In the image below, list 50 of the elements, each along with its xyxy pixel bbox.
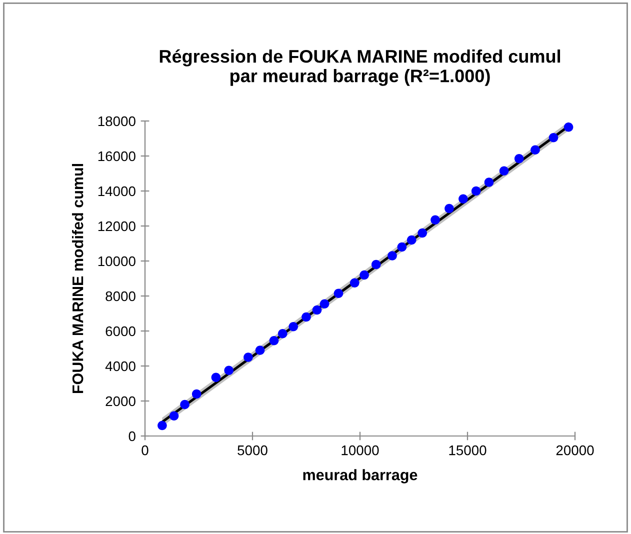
y-tick-label: 18000 [98,116,136,126]
y-tick-label: 6000 [106,326,136,336]
point [312,305,322,315]
point [288,322,298,332]
point [444,204,454,214]
y-tick-label: 16000 [98,151,136,162]
point [278,328,288,338]
y-tick-label: 14000 [98,186,136,196]
point [350,278,360,288]
y-tick-label: 12000 [98,221,136,232]
point [334,288,344,298]
y-tick-label: 10000 [98,256,136,266]
point [192,389,202,399]
point [255,346,265,355]
point [169,411,179,421]
point [484,178,494,187]
y-tick-label: 0 [128,431,136,442]
point [499,166,509,176]
point [564,122,574,132]
y-tick-label: 8000 [106,291,136,302]
x-tick-label: 10000 [342,445,379,456]
point [530,145,540,155]
point [548,132,558,142]
x-tick-label: 20000 [556,445,594,456]
point [244,352,253,362]
chart-title: Régression de FOUKA MARINE modifed cumul par meurad barrage (R²=1.000) [160,49,560,86]
point [418,228,428,238]
x-tick-label: 5000 [238,445,268,456]
point [406,235,416,245]
point [211,372,221,382]
point [269,336,279,346]
point [320,299,330,309]
x-axis-title: meurad barrage [303,469,418,484]
point [430,215,440,225]
point [224,366,234,376]
y-axis-title: FOUKA MARINE modifed cumul [72,164,84,394]
y-tick-label: 4000 [105,361,136,372]
point [388,251,397,260]
point [514,154,524,164]
x-tick-label: 0 [142,445,148,456]
x-tick-label: 15000 [449,445,486,456]
point [302,312,311,322]
point [360,270,369,280]
point [371,260,381,270]
point [458,194,468,204]
point [471,186,481,196]
y-tick-label: 2000 [106,396,136,406]
point [158,420,167,430]
point [180,400,190,410]
point [397,242,407,252]
